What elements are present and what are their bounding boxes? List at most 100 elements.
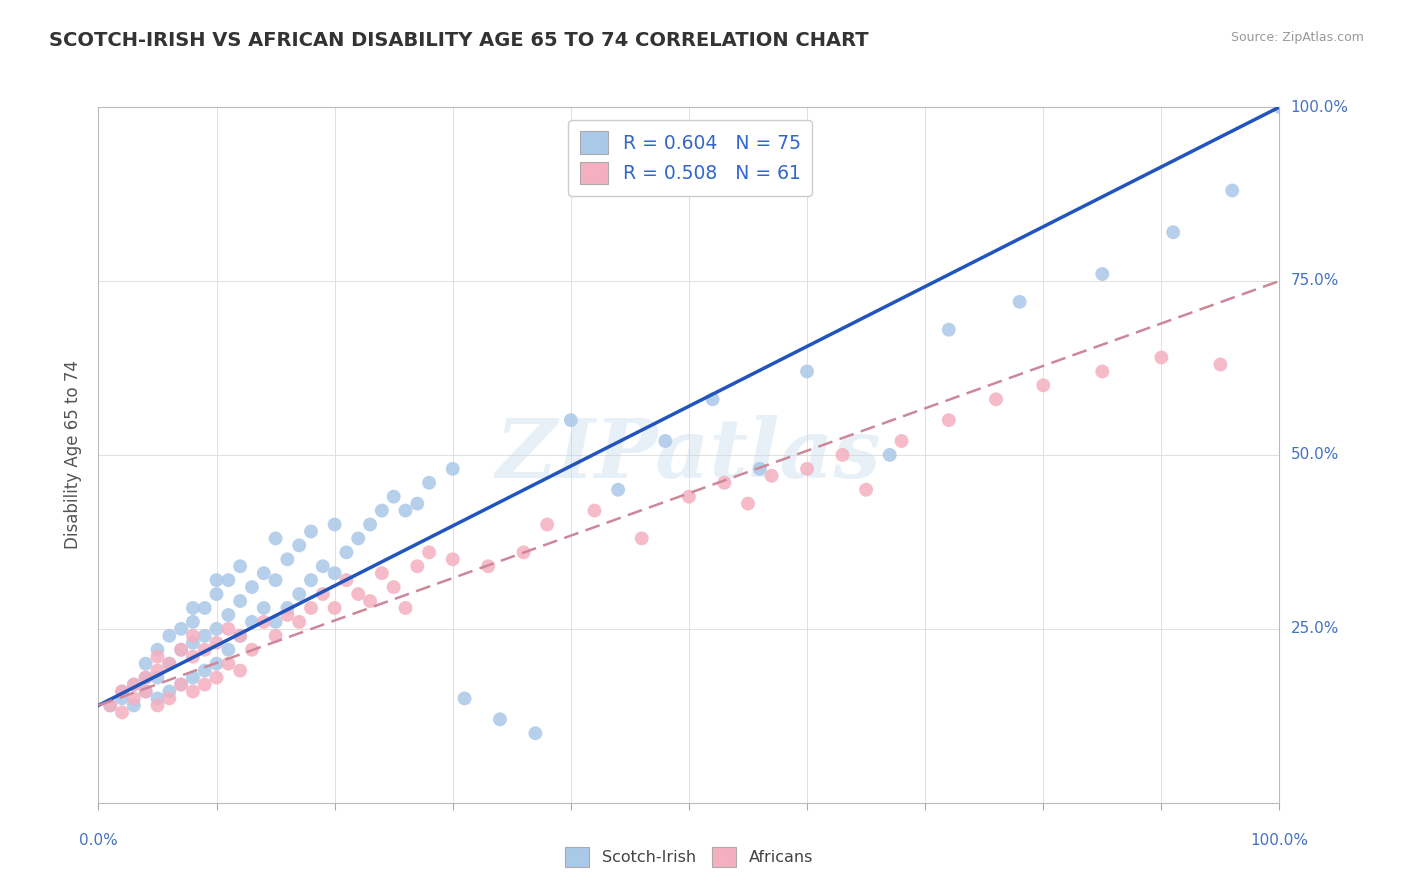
Point (135, 671, 157, 685)
Point (240, 642, 263, 657)
Point (170, 677, 193, 691)
Point (1091, 364, 1114, 378)
Point (583, 503, 606, 517)
Point (323, 566, 346, 581)
Point (879, 448, 901, 462)
Point (181, 636, 204, 650)
Point (135, 671, 157, 685)
Point (288, 538, 311, 552)
Point (335, 573, 357, 587)
Point (170, 622, 193, 636)
Point (347, 587, 370, 601)
Point (371, 566, 394, 581)
Point (98, 698, 121, 713)
Point (194, 642, 217, 657)
Text: 25.0%: 25.0% (1291, 622, 1339, 636)
Point (146, 642, 169, 657)
Text: 75.0%: 75.0% (1291, 274, 1339, 288)
Point (748, 462, 770, 476)
Point (194, 601, 217, 615)
Point (1161, 225, 1184, 239)
Point (240, 615, 263, 629)
Point (146, 698, 169, 713)
Point (796, 364, 818, 378)
Point (1209, 358, 1232, 372)
Point (406, 559, 429, 574)
Point (560, 413, 582, 427)
Point (205, 622, 228, 636)
Point (217, 573, 239, 587)
Point (276, 552, 298, 566)
Point (111, 706, 134, 720)
Point (737, 497, 759, 511)
Point (181, 671, 204, 685)
Point (796, 462, 818, 476)
Point (323, 517, 346, 532)
Point (157, 691, 180, 706)
Point (135, 684, 157, 698)
Point (170, 677, 193, 691)
Point (1091, 267, 1114, 281)
Point (229, 629, 252, 643)
Point (135, 684, 157, 698)
Point (181, 615, 204, 629)
Point (205, 657, 228, 671)
Point (1268, 100, 1291, 114)
Point (205, 587, 228, 601)
Point (264, 629, 287, 643)
Point (157, 629, 180, 643)
Point (359, 517, 381, 532)
Point (394, 503, 416, 517)
Point (111, 684, 134, 698)
Point (122, 698, 145, 713)
Point (146, 691, 169, 706)
Point (359, 594, 381, 608)
Legend: R = 0.604   N = 75, R = 0.508   N = 61: R = 0.604 N = 75, R = 0.508 N = 61 (568, 120, 813, 195)
Point (453, 691, 475, 706)
Text: 100.0%: 100.0% (1250, 833, 1309, 848)
Point (194, 629, 217, 643)
Point (264, 532, 287, 546)
Text: Source: ZipAtlas.com: Source: ZipAtlas.com (1230, 31, 1364, 45)
Point (831, 448, 853, 462)
Point (217, 642, 239, 657)
Point (181, 629, 204, 643)
Point (299, 573, 322, 587)
Point (855, 483, 877, 497)
Point (347, 532, 370, 546)
Point (229, 594, 252, 608)
Point (654, 434, 676, 448)
Point (312, 587, 335, 601)
Text: 0.0%: 0.0% (79, 833, 118, 848)
Point (181, 601, 204, 615)
Point (382, 490, 405, 504)
Point (1220, 184, 1243, 198)
Point (217, 657, 239, 671)
Point (299, 524, 322, 539)
Point (205, 573, 228, 587)
Text: 100.0%: 100.0% (1291, 100, 1348, 114)
Point (536, 517, 558, 532)
Point (122, 691, 145, 706)
Point (382, 580, 405, 594)
Point (713, 475, 735, 490)
Point (394, 601, 416, 615)
Point (205, 636, 228, 650)
Point (157, 657, 180, 671)
Point (276, 607, 298, 622)
Point (288, 615, 311, 629)
Y-axis label: Disability Age 65 to 74: Disability Age 65 to 74 (65, 360, 83, 549)
Point (441, 462, 464, 476)
Point (253, 566, 276, 581)
Point (441, 552, 464, 566)
Point (135, 657, 157, 671)
Point (157, 657, 180, 671)
Point (524, 726, 547, 740)
Point (607, 483, 630, 497)
Point (229, 629, 252, 643)
Point (761, 468, 783, 483)
Point (146, 671, 169, 685)
Point (1150, 351, 1173, 365)
Point (477, 559, 499, 574)
Point (111, 684, 134, 698)
